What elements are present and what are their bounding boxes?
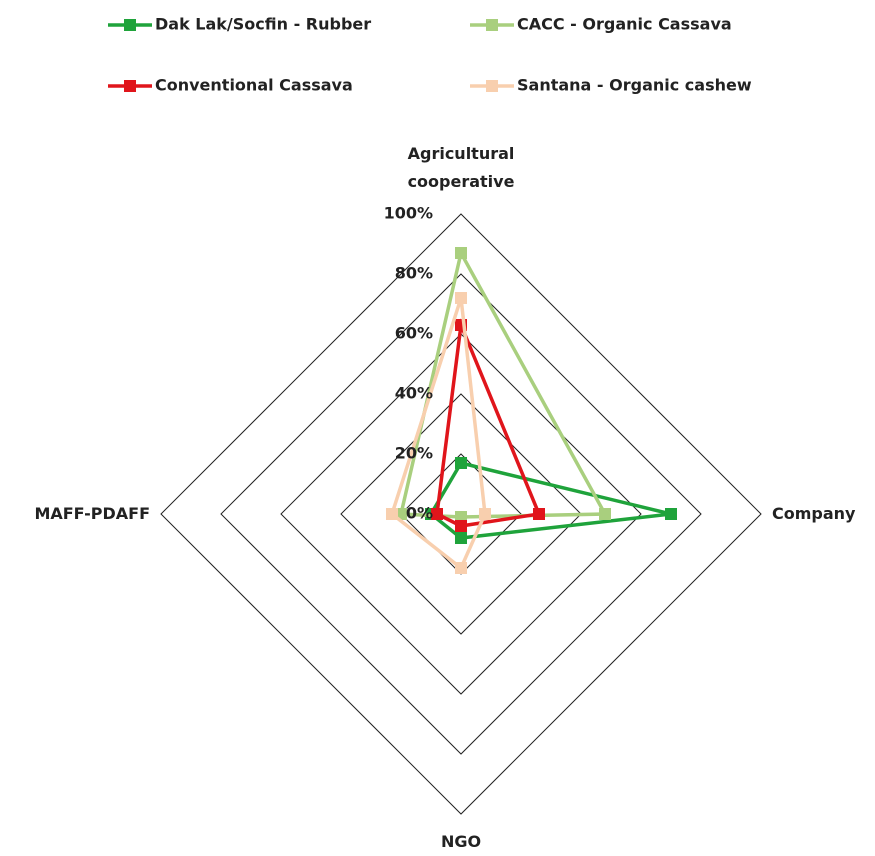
marker [479, 508, 491, 520]
category-label: Company [772, 504, 856, 523]
legend-marker [124, 19, 136, 31]
marker [455, 532, 467, 544]
legend-label: Santana - Organic cashew [517, 76, 752, 95]
legend-marker [124, 80, 136, 92]
marker [455, 457, 467, 469]
marker [455, 247, 467, 259]
marker [455, 292, 467, 304]
legend-label: Conventional Cassava [155, 76, 353, 95]
marker [665, 508, 677, 520]
marker [599, 508, 611, 520]
category-label: NGO [440, 832, 482, 851]
r-tick-label: 20% [395, 444, 433, 463]
marker [533, 508, 545, 520]
grid-line [280, 333, 642, 695]
marker [386, 508, 398, 520]
r-tick-label: 40% [395, 384, 433, 403]
category-label: MAFF-PDAFF [34, 504, 150, 523]
legend-label: CACC - Organic Cassava [517, 15, 732, 34]
legend-marker [486, 80, 498, 92]
legend-label: Dak Lak/Socfin - Rubber [155, 15, 371, 34]
r-tick-label: 80% [395, 264, 433, 283]
marker [431, 508, 443, 520]
r-tick-label: 0% [406, 504, 433, 523]
marker [455, 520, 467, 532]
series-line [435, 318, 542, 528]
grid-line [160, 213, 762, 815]
legend-marker [486, 19, 498, 31]
marker [455, 562, 467, 574]
r-tick-label: 60% [395, 324, 433, 343]
category-label: Agricultural cooperative [407, 144, 515, 191]
r-tick-label: 100% [384, 204, 433, 223]
grid-line [340, 393, 582, 635]
grid-line [220, 273, 702, 755]
